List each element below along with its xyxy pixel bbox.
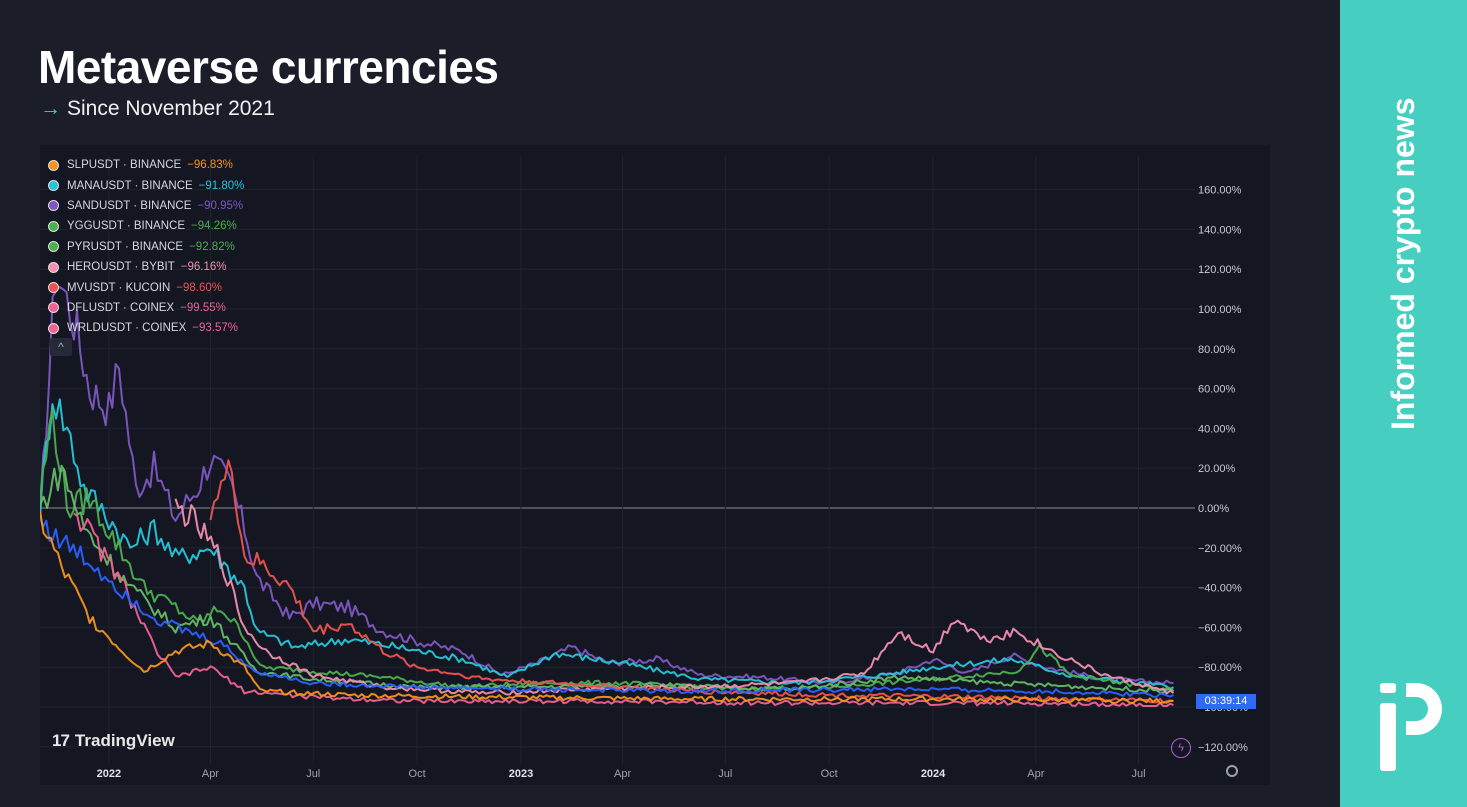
legend-symbol: HEROUSDT · BYBIT	[67, 261, 175, 274]
legend-change: −93.57%	[192, 322, 239, 335]
legend-item[interactable]: WRLDUSDT · COINEX −93.57%	[48, 318, 244, 338]
legend-collapse-button[interactable]: ^	[50, 338, 72, 356]
legend-item[interactable]: MVUSDT · KUCOIN −98.60%	[48, 277, 244, 297]
series-line-manausdt	[39, 398, 1174, 690]
legend-item[interactable]: DFLUSDT · COINEX −99.55%	[48, 298, 244, 318]
coin-icon	[48, 241, 59, 253]
time-badge: 03:39:14	[1196, 694, 1256, 709]
legend-symbol: DFLUSDT · COINEX	[67, 301, 175, 314]
legend-change: −90.95%	[197, 199, 244, 212]
y-tick-label: 60.00%	[1198, 384, 1236, 396]
series-line-slpusdt	[39, 510, 1174, 704]
legend-item[interactable]: SANDUSDT · BINANCE −90.95%	[48, 196, 244, 216]
y-tick-label: −120.00%	[1198, 742, 1248, 754]
page-title: Metaverse currencies	[38, 41, 499, 93]
series-line-pyrusdt	[39, 464, 1175, 694]
y-tick-label: 20.00%	[1198, 463, 1236, 475]
x-tick-label: Oct	[821, 768, 838, 780]
legend-symbol: MANAUSDT · BINANCE	[67, 179, 193, 192]
x-tick-label: Jul	[1132, 768, 1146, 780]
series-line-herousdt	[174, 498, 1175, 696]
chart-legend: SLPUSDT · BINANCE −96.83% MANAUSDT · BINAN…	[48, 155, 244, 339]
coin-icon	[48, 261, 59, 273]
legend-symbol: YGGUSDT · BINANCE	[67, 220, 185, 233]
coin-icon	[48, 322, 59, 334]
y-tick-label: 80.00%	[1198, 344, 1236, 356]
y-tick-label: 120.00%	[1198, 264, 1242, 276]
y-tick-label: 140.00%	[1198, 224, 1242, 236]
legend-item[interactable]: YGGUSDT · BINANCE −94.26%	[48, 216, 244, 236]
coin-icon	[48, 159, 59, 171]
legend-item[interactable]: HEROUSDT · BYBIT −96.16%	[48, 257, 244, 277]
y-tick-label: −60.00%	[1198, 622, 1242, 634]
legend-symbol: PYRUSDT · BINANCE	[67, 240, 184, 253]
x-tick-label: Jul	[718, 768, 732, 780]
legend-item[interactable]: PYRUSDT · BINANCE −92.82%	[48, 237, 244, 257]
x-tick-label: 2024	[921, 768, 946, 780]
y-tick-label: −20.00%	[1198, 543, 1242, 555]
x-tick-label: Apr	[202, 768, 219, 780]
chart-area[interactable]: 160.00% 140.00% 120.00% 100.00% 80.00% 60.00%…	[39, 145, 1270, 785]
x-tick-label: 2022	[97, 768, 121, 780]
legend-change: −91.80%	[198, 179, 245, 192]
y-tick-label: 160.00%	[1198, 185, 1242, 197]
coin-icon	[48, 220, 59, 232]
legend-change: −98.60%	[176, 281, 223, 294]
legend-item[interactable]: MANAUSDT · BINANCE −91.80%	[48, 175, 244, 195]
legend-symbol: SLPUSDT · BINANCE	[67, 159, 182, 172]
series-line-mvusdt	[209, 459, 1174, 704]
tradingview-logo: 17 TradingView	[52, 731, 175, 750]
page-subtitle: → Since November 2021	[40, 97, 275, 121]
legend-change: −96.16%	[180, 261, 227, 274]
x-tick-label: Oct	[409, 768, 426, 780]
lightning-icon[interactable]: ϟ	[1171, 738, 1191, 758]
legend-symbol: SANDUSDT · BINANCE	[67, 199, 192, 212]
series-line-dflusdt	[73, 512, 1174, 707]
settings-icon[interactable]	[1226, 765, 1238, 777]
legend-item[interactable]: SLPUSDT · BINANCE −96.83%	[48, 155, 244, 175]
x-tick-label: Jul	[306, 768, 320, 780]
legend-symbol: WRLDUSDT · COINEX	[67, 322, 187, 335]
x-tick-label: 2023	[509, 768, 533, 780]
legend-change: −92.82%	[189, 240, 235, 253]
legend-change: −94.26%	[191, 220, 237, 233]
series-line-wrldusdt	[39, 516, 1174, 698]
coin-icon	[48, 302, 59, 314]
series-line-sandusdt	[39, 286, 1174, 686]
brand-logo-icon	[1380, 683, 1442, 771]
legend-change: −96.83%	[187, 159, 233, 172]
coin-icon	[48, 180, 59, 192]
x-tick-label: Apr	[614, 768, 631, 780]
x-tick-label: Apr	[1027, 768, 1044, 780]
y-tick-label: 100.00%	[1198, 304, 1242, 316]
y-tick-label: −80.00%	[1198, 662, 1242, 674]
subtitle-text: Since November 2021	[67, 97, 275, 120]
y-tick-label: 40.00%	[1198, 423, 1236, 435]
line-chart[interactable]: 160.00% 140.00% 120.00% 100.00% 80.00% 60.00%…	[39, 145, 1270, 785]
brand-sidebar	[1340, 0, 1467, 807]
legend-change: −99.55%	[180, 301, 226, 314]
brand-text: Informed crypto news	[1385, 97, 1421, 431]
legend-symbol: MVUSDT · KUCOIN	[67, 281, 171, 294]
coin-icon	[48, 200, 59, 212]
arrow-right-icon: →	[40, 97, 61, 120]
y-tick-label: −40.00%	[1198, 583, 1242, 595]
series-line-yggusdt	[39, 408, 1175, 692]
y-tick-label: 0.00%	[1198, 503, 1229, 515]
coin-icon	[48, 282, 59, 294]
